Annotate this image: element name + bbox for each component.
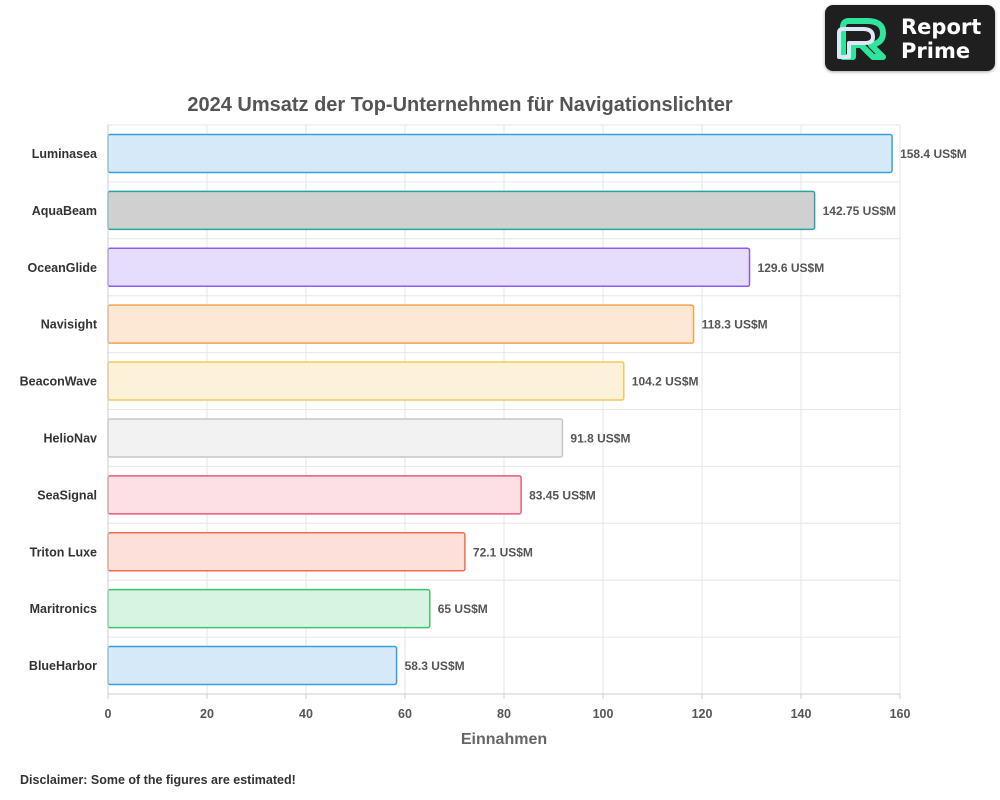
x-axis-title: Einnahmen xyxy=(461,731,547,748)
category-label: SeaSignal xyxy=(37,488,97,502)
bar xyxy=(107,588,431,629)
category-label: BeaconWave xyxy=(20,375,97,389)
category-label: AquaBeam xyxy=(32,204,97,218)
category-label: Triton Luxe xyxy=(30,545,97,559)
category-label: OceanGlide xyxy=(28,261,98,275)
bar xyxy=(107,475,522,515)
logo-line-2: Prime xyxy=(901,39,971,63)
data-label: 129.6 US$M xyxy=(758,261,825,275)
category-label: BlueHarbor xyxy=(29,659,97,673)
data-label: 65 US$M xyxy=(438,602,488,616)
disclaimer-text: Disclaimer: Some of the figures are esti… xyxy=(20,773,296,787)
category-label: Maritronics xyxy=(30,602,97,616)
x-tick-label: 140 xyxy=(791,707,812,721)
bar xyxy=(107,304,695,344)
data-label: 58.3 US$M xyxy=(405,659,465,673)
bar xyxy=(107,418,564,458)
category-label: Navisight xyxy=(41,318,98,332)
report-prime-logo-icon xyxy=(837,18,886,60)
x-tick-label: 160 xyxy=(890,707,911,721)
data-label: 83.45 US$M xyxy=(529,488,596,502)
bar xyxy=(107,247,751,287)
x-tick-label: 60 xyxy=(398,707,412,721)
logo-line-1: Report xyxy=(901,15,982,39)
x-tick-label: 20 xyxy=(200,707,214,721)
data-label: 72.1 US$M xyxy=(473,545,533,559)
bar-series: 158.4 US$M 142.75 US$M 129.6 US$M 118.3 US$… xyxy=(107,133,967,686)
data-label: 142.75 US$M xyxy=(823,204,896,218)
chart-title: 2024 Umsatz der Top-Unternehmen für Navi… xyxy=(187,94,733,116)
category-label: HelioNav xyxy=(44,431,98,445)
data-label: 91.8 US$M xyxy=(570,431,630,445)
x-tick-label: 40 xyxy=(299,707,313,721)
x-tick-label: 0 xyxy=(105,707,112,721)
report-prime-logo: Report Prime xyxy=(825,5,995,71)
logo-text: Report Prime xyxy=(901,15,981,63)
axes: Luminasea AquaBeam OceanGlide Navisight Beac… xyxy=(20,125,911,721)
bar xyxy=(107,133,893,174)
x-tick-label: 80 xyxy=(497,707,511,721)
bar xyxy=(107,645,398,686)
bar xyxy=(107,532,466,572)
data-label: 158.4 US$M xyxy=(900,147,967,161)
category-label: Luminasea xyxy=(32,147,98,161)
x-tick-label: 100 xyxy=(593,707,614,721)
data-label: 118.3 US$M xyxy=(702,318,768,332)
x-tick-label: 120 xyxy=(692,707,713,721)
bar xyxy=(107,190,816,231)
bar xyxy=(107,361,625,401)
data-label: 104.2 US$M xyxy=(632,375,699,389)
